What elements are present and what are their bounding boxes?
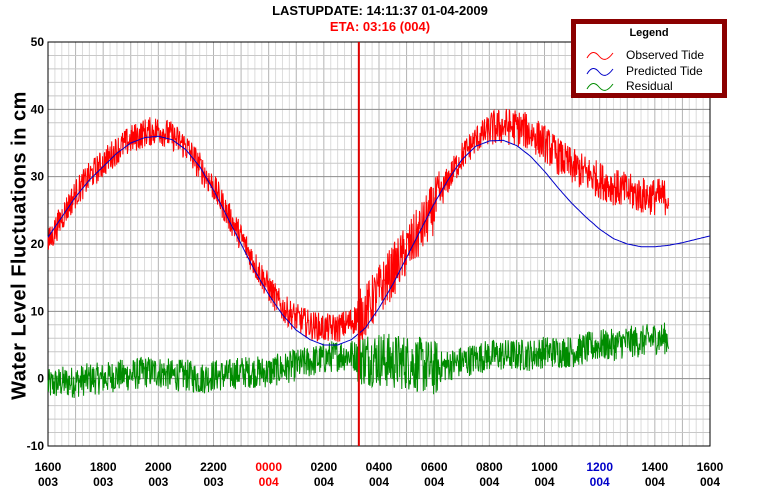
x-tick-label-time: 2200 — [200, 460, 227, 474]
legend-item-observed: Observed Tide — [586, 48, 726, 64]
x-tick-label-time: 1000 — [531, 460, 558, 474]
x-tick-label-day: 004 — [424, 475, 444, 489]
legend-item-predicted: Predicted Tide — [586, 64, 726, 80]
x-tick-label-time: 1600 — [35, 460, 62, 474]
y-tick-label: 10 — [31, 304, 45, 318]
x-tick-label-day: 003 — [203, 475, 223, 489]
x-tick-label-time: 1200 — [586, 460, 613, 474]
legend-swatch-predicted — [586, 68, 614, 76]
x-tick-label-time: 2000 — [145, 460, 172, 474]
y-tick-label: 0 — [37, 372, 44, 386]
y-tick-label: -10 — [27, 439, 45, 453]
x-tick-label-day: 003 — [38, 475, 58, 489]
x-tick-label-time: 1400 — [641, 460, 668, 474]
x-tick-label-time: 0400 — [366, 460, 393, 474]
x-tick-label-day: 004 — [314, 475, 334, 489]
x-tick-labels: 1600003180000320000032200003000000402000… — [35, 460, 724, 489]
y-axis-label: Water Level Fluctuations in cm — [8, 91, 31, 400]
chart-grid — [47, 41, 711, 447]
y-tick-labels: -10 0 10 20 30 40 50 — [27, 35, 45, 453]
x-tick-label-day: 003 — [148, 475, 168, 489]
legend-label-observed: Observed Tide — [626, 48, 705, 62]
x-tick-label-time: 1600 — [697, 460, 724, 474]
legend-item-residual: Residual — [586, 79, 726, 95]
legend-swatch-observed — [586, 52, 614, 60]
y-tick-label: 50 — [31, 35, 45, 49]
x-tick-label-time: 0200 — [310, 460, 337, 474]
x-tick-label-day: 004 — [369, 475, 389, 489]
series-line-predicted-tide — [47, 135, 711, 346]
y-tick-label: 30 — [31, 170, 45, 184]
x-tick-label-time: 1800 — [90, 460, 117, 474]
eta-title: ETA: 03:16 (004) — [329, 19, 431, 34]
legend-swatch-residual — [586, 83, 614, 91]
x-tick-label-time: 0000 — [255, 460, 282, 474]
legend-title: Legend — [629, 27, 669, 39]
x-tick-label-time: 0800 — [476, 460, 503, 474]
x-tick-label-day: 004 — [700, 475, 720, 489]
y-tick-label: 40 — [31, 102, 45, 116]
last-update-title: LASTUPDATE: 14:11:37 01-04-2009 — [272, 3, 488, 18]
x-tick-label-day: 004 — [479, 475, 499, 489]
legend-box: Legend Observed Tide Predicted Tide Resi… — [571, 19, 727, 98]
x-tick-label-day: 004 — [534, 475, 554, 489]
y-tick-label: 20 — [31, 237, 45, 251]
legend-label-predicted: Predicted Tide — [626, 64, 703, 78]
x-tick-label-day: 004 — [259, 475, 279, 489]
legend-label-residual: Residual — [626, 79, 673, 93]
x-tick-label-day: 003 — [93, 475, 113, 489]
x-tick-label-day: 004 — [590, 475, 610, 489]
x-tick-label-time: 0600 — [421, 460, 448, 474]
x-tick-label-day: 004 — [645, 475, 665, 489]
